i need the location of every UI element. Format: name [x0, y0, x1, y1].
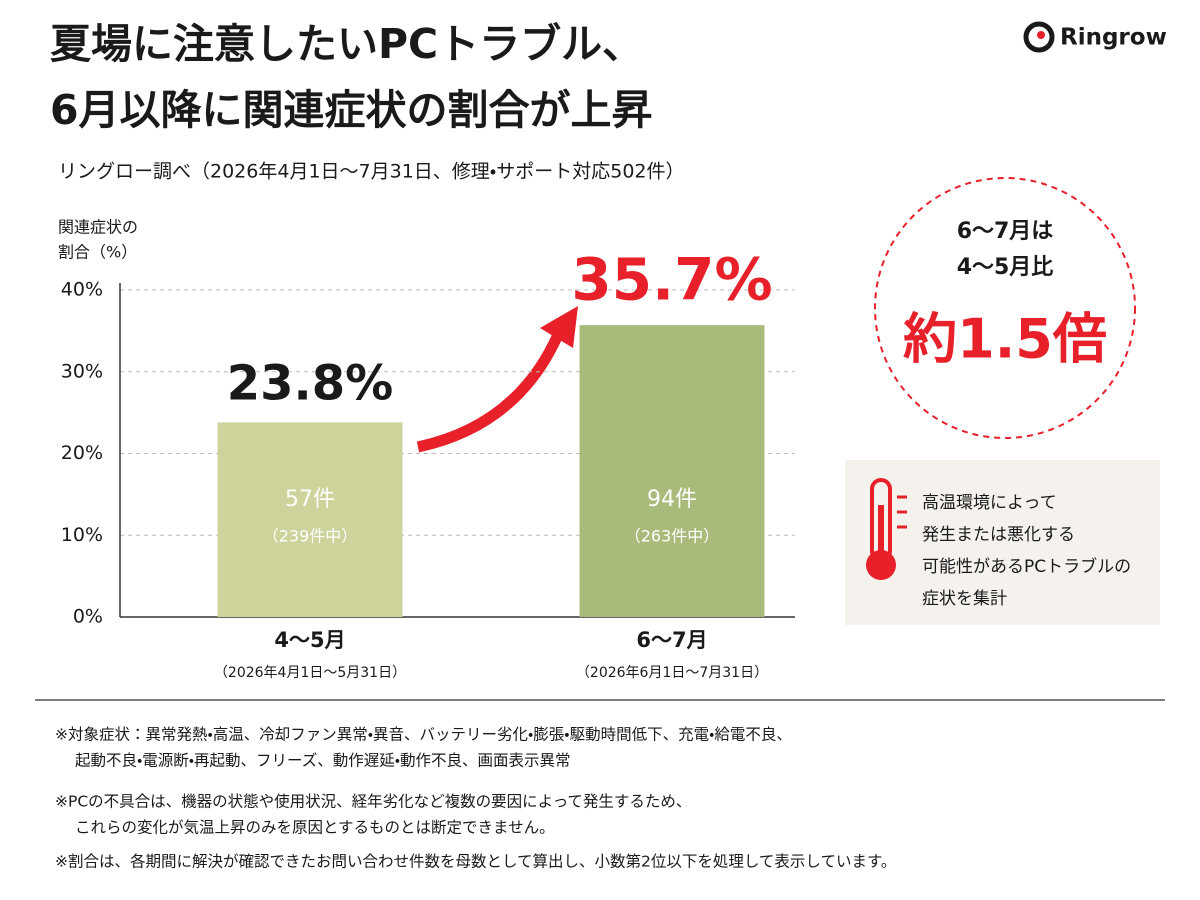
thermometer — [866, 478, 907, 580]
note-line: ※割合は、各期間に解決が確認できたお問い合わせ件数を母数として算出し、小数第2位… — [55, 852, 896, 871]
x-tick-period: （2026年6月1日～7月31日） — [576, 665, 768, 681]
x-tick-label: 6～7月 — [636, 628, 707, 652]
logo: Ringrow — [1023, 21, 1167, 53]
x-tick-period: （2026年4月1日～5月31日） — [214, 665, 406, 681]
info-line: 可能性があるPCトラブルの — [922, 556, 1131, 577]
callout-circle — [874, 177, 1136, 439]
y-axis-label: 割合（%） — [58, 243, 137, 262]
callout-ratio: 約1.5倍 — [903, 308, 1107, 371]
callout-line: 6～7月は — [957, 219, 1054, 244]
y-tick-label: 20% — [61, 442, 103, 464]
info-box — [845, 460, 1160, 625]
brand: Ringrow — [1060, 25, 1167, 51]
thermometer-bulb — [866, 550, 896, 580]
info-line: 症状を集計 — [922, 589, 1007, 609]
value-label: 35.7% — [571, 245, 772, 313]
thermometer-fill — [878, 505, 884, 565]
y-tick-label: 30% — [61, 360, 103, 382]
note-line: ※PCの不具合は、機器の状態や使用状況、経年劣化など複数の要因によって発生するた… — [55, 793, 691, 811]
title-line: 6月以降に関連症状の割合が上昇 — [50, 86, 653, 134]
note-line: ※対象症状：異常発熱・高温、冷却ファン異常・異音、バッテリー劣化・膨張・駆動時間… — [55, 726, 792, 744]
subtitle: リングロー調べ（2026年4月1日～7月31日、修理・サポート対応502件） — [58, 161, 685, 183]
callout-line: 4～5月比 — [957, 255, 1054, 280]
arrow-shaft — [416, 327, 566, 453]
info-line: 高温環境によって — [922, 493, 1057, 513]
logo-dot — [1037, 31, 1045, 39]
x-tick-label: 4～5月 — [274, 628, 345, 652]
logo-icon — [1023, 21, 1055, 53]
y-axis-label: 関連症状の — [58, 218, 138, 237]
bar-count: 57件 — [285, 487, 335, 512]
bar-total: （239件中） — [263, 527, 358, 546]
value-label: 23.8% — [227, 355, 394, 411]
bar-total: （263件中） — [625, 527, 720, 546]
info-line: 発生または悪化する — [922, 525, 1075, 545]
y-tick-label: 40% — [61, 279, 103, 301]
bar — [579, 325, 765, 617]
note-line: これらの変化が気温上昇のみを原因とするものとは断定できません。 — [75, 819, 555, 837]
y-tick-label: 10% — [61, 524, 103, 546]
title-line: 夏場に注意したいPCトラブル、 — [50, 20, 643, 68]
arrow-head — [540, 306, 578, 348]
note-line: 起動不良・電源断・再起動、フリーズ、動作遅延・動作不良、画面表示異常 — [75, 752, 571, 770]
bar-count: 94件 — [647, 487, 697, 512]
bar — [217, 422, 403, 617]
y-tick-label: 0% — [73, 606, 103, 628]
